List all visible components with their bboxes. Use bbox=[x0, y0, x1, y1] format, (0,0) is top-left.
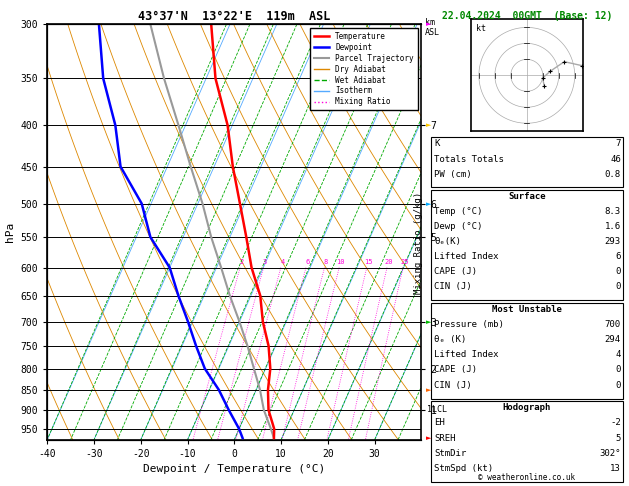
Text: 700: 700 bbox=[604, 320, 621, 330]
Text: 15: 15 bbox=[364, 259, 372, 265]
Text: ►: ► bbox=[426, 435, 431, 441]
Text: 6: 6 bbox=[615, 252, 621, 261]
Text: Surface: Surface bbox=[508, 192, 545, 201]
Text: ►: ► bbox=[426, 21, 431, 27]
Text: Lifted Index: Lifted Index bbox=[434, 350, 499, 360]
Text: CIN (J): CIN (J) bbox=[434, 282, 472, 292]
Text: kt: kt bbox=[476, 24, 486, 33]
Text: Pressure (mb): Pressure (mb) bbox=[434, 320, 504, 330]
Text: PW (cm): PW (cm) bbox=[434, 170, 472, 179]
Text: EH: EH bbox=[434, 418, 445, 428]
Text: 1LCL: 1LCL bbox=[427, 405, 447, 415]
Text: Mixing Ratio (g/kg): Mixing Ratio (g/kg) bbox=[415, 192, 423, 294]
Text: 3: 3 bbox=[263, 259, 267, 265]
Text: CIN (J): CIN (J) bbox=[434, 381, 472, 390]
Text: 6: 6 bbox=[305, 259, 309, 265]
Text: 2: 2 bbox=[240, 259, 244, 265]
Text: 46: 46 bbox=[610, 155, 621, 164]
X-axis label: Dewpoint / Temperature (°C): Dewpoint / Temperature (°C) bbox=[143, 465, 325, 474]
Text: ►: ► bbox=[426, 122, 431, 128]
Text: Most Unstable: Most Unstable bbox=[492, 305, 562, 314]
Text: 302°: 302° bbox=[599, 449, 621, 458]
Title: 43°37'N  13°22'E  119m  ASL: 43°37'N 13°22'E 119m ASL bbox=[138, 10, 330, 23]
Text: 8: 8 bbox=[324, 259, 328, 265]
Text: 10: 10 bbox=[337, 259, 345, 265]
Text: Dewp (°C): Dewp (°C) bbox=[434, 222, 482, 231]
Text: 13: 13 bbox=[610, 464, 621, 473]
Text: Hodograph: Hodograph bbox=[503, 403, 551, 413]
Text: 4: 4 bbox=[615, 350, 621, 360]
Text: 1.6: 1.6 bbox=[604, 222, 621, 231]
Text: 8.3: 8.3 bbox=[604, 207, 621, 216]
Text: -2: -2 bbox=[610, 418, 621, 428]
Text: θₑ (K): θₑ (K) bbox=[434, 335, 466, 345]
Text: Lifted Index: Lifted Index bbox=[434, 252, 499, 261]
Text: 20: 20 bbox=[384, 259, 392, 265]
Text: km
ASL: km ASL bbox=[425, 18, 440, 37]
Text: Temp (°C): Temp (°C) bbox=[434, 207, 482, 216]
Legend: Temperature, Dewpoint, Parcel Trajectory, Dry Adiabat, Wet Adiabat, Isotherm, Mi: Temperature, Dewpoint, Parcel Trajectory… bbox=[310, 28, 418, 110]
Text: 0: 0 bbox=[615, 282, 621, 292]
Text: 4: 4 bbox=[280, 259, 284, 265]
Text: 294: 294 bbox=[604, 335, 621, 345]
Text: 293: 293 bbox=[604, 237, 621, 246]
Text: SREH: SREH bbox=[434, 434, 455, 443]
Text: CAPE (J): CAPE (J) bbox=[434, 267, 477, 277]
Text: StmDir: StmDir bbox=[434, 449, 466, 458]
Text: 0: 0 bbox=[615, 267, 621, 277]
Text: 0: 0 bbox=[615, 381, 621, 390]
Text: ►: ► bbox=[426, 201, 431, 207]
Text: θₑ(K): θₑ(K) bbox=[434, 237, 461, 246]
Text: ►: ► bbox=[426, 319, 431, 325]
Text: Totals Totals: Totals Totals bbox=[434, 155, 504, 164]
Text: ►: ► bbox=[426, 387, 431, 393]
Text: 22.04.2024  00GMT  (Base: 12): 22.04.2024 00GMT (Base: 12) bbox=[442, 11, 612, 21]
Text: © weatheronline.co.uk: © weatheronline.co.uk bbox=[478, 473, 576, 482]
Y-axis label: hPa: hPa bbox=[5, 222, 15, 242]
Text: StmSpd (kt): StmSpd (kt) bbox=[434, 464, 493, 473]
Text: 25: 25 bbox=[400, 259, 409, 265]
Text: CAPE (J): CAPE (J) bbox=[434, 365, 477, 375]
Text: 7: 7 bbox=[615, 139, 621, 149]
Text: 0: 0 bbox=[615, 365, 621, 375]
Text: K: K bbox=[434, 139, 440, 149]
Text: 5: 5 bbox=[615, 434, 621, 443]
Text: 0.8: 0.8 bbox=[604, 170, 621, 179]
